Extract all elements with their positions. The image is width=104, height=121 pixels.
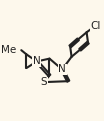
Text: N: N bbox=[33, 56, 41, 66]
Text: N: N bbox=[58, 64, 66, 74]
Text: Cl: Cl bbox=[90, 21, 101, 31]
Text: S: S bbox=[41, 77, 47, 87]
Text: Me: Me bbox=[1, 45, 16, 55]
